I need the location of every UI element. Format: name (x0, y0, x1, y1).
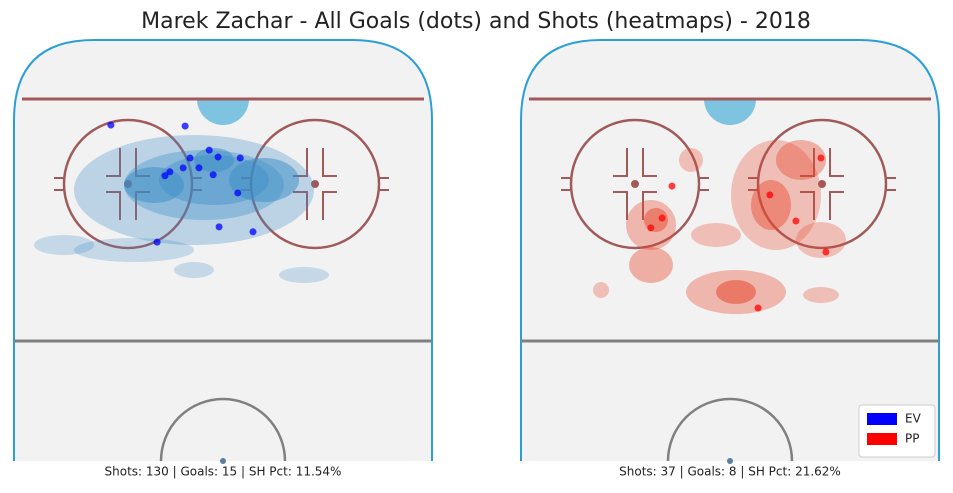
heatmap-region (229, 158, 299, 202)
heatmap-region (776, 140, 826, 180)
goal-dot (766, 191, 774, 199)
legend-swatch (867, 413, 897, 425)
goal-dot (215, 223, 223, 231)
heatmap-region (593, 282, 609, 298)
panel-caption: Shots: 130 | Goals: 15 | SH Pct: 11.54% (105, 465, 342, 479)
rink-surface (520, 39, 940, 461)
goal-dot (195, 164, 203, 172)
goal-dot (181, 122, 189, 130)
legend-label: EV (905, 412, 922, 426)
goal-dot (822, 248, 830, 256)
faceoff-circle (62, 118, 194, 250)
heatmap-region (751, 180, 791, 230)
heatmap-region (74, 238, 194, 262)
goal-dot (647, 224, 655, 232)
goal-dot (166, 168, 174, 176)
heatmap-region (124, 167, 184, 203)
goal-crease (704, 99, 756, 125)
heatmap-region (34, 235, 94, 255)
panel-caption: Shots: 37 | Goals: 8 | SH Pct: 21.62% (619, 465, 841, 479)
rink (520, 39, 940, 464)
legend-swatch (867, 433, 897, 445)
goal-dot (205, 146, 213, 154)
center-circle (159, 397, 287, 462)
rink-surface (13, 39, 433, 461)
goal-dot (817, 154, 825, 162)
goal-crease (197, 99, 249, 125)
faceoff-dot (818, 180, 826, 188)
chart-title: Marek Zachar - All Goals (dots) and Shot… (141, 9, 811, 34)
heatmap-region (716, 280, 756, 304)
center-dot (727, 458, 733, 464)
goal-dot (249, 228, 257, 236)
legend-label: PP (905, 432, 919, 446)
heatmap-region (679, 148, 703, 172)
faceoff-circle (756, 118, 888, 250)
faceoff-dot (631, 180, 639, 188)
center-dot (220, 458, 226, 464)
heatmap-region (174, 262, 214, 278)
faceoff-dot (311, 180, 319, 188)
goal-dot (107, 121, 115, 129)
heatmap-region (796, 222, 846, 258)
heatmap-region (279, 267, 329, 283)
heatmap-region (803, 287, 839, 303)
rink (13, 39, 433, 464)
hash-marks (561, 148, 709, 220)
heatmap-region (194, 148, 234, 172)
heatmap-region (691, 223, 741, 247)
goal-dot (658, 214, 666, 222)
goal-dot (234, 189, 242, 197)
goal-dot (792, 217, 800, 225)
goal-dot (209, 171, 217, 179)
legend-box (858, 404, 936, 458)
goal-dot (153, 238, 161, 246)
goal-dot (186, 154, 194, 162)
goal-dot (214, 153, 222, 161)
hash-marks (748, 148, 896, 220)
goal-dot (668, 182, 676, 190)
faceoff-circle (569, 118, 701, 250)
goal-dot (161, 172, 169, 180)
heatmap-region (629, 247, 673, 283)
goal-dot (236, 154, 244, 162)
goal-dot (179, 164, 187, 172)
center-circle (666, 397, 794, 462)
goal-dot (754, 304, 762, 312)
